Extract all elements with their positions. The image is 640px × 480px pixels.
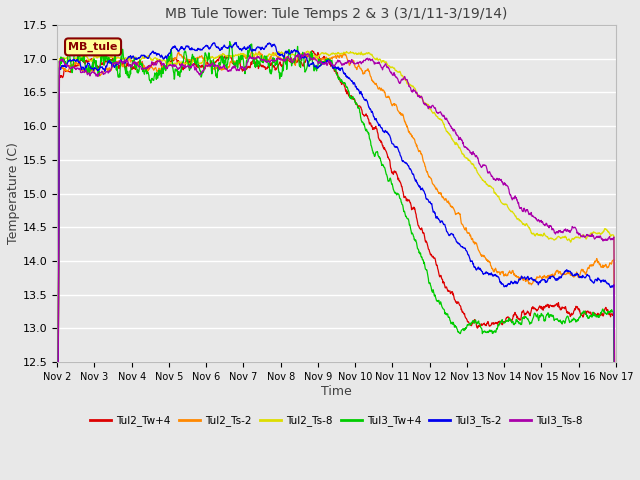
Tul2_Ts-8 [302,50,310,56]
Tul3_Ts-2 [97,64,104,70]
Text: MB_tule: MB_tule [68,42,118,52]
Tul2_Tw+4 [312,53,320,59]
Tul2_Ts-8 [291,52,298,58]
Tul2_Ts-2 [302,54,310,60]
Tul3_Ts-2 [232,39,240,45]
Tul2_Tw+4 [302,58,310,63]
Line: Tul3_Ts-8: Tul3_Ts-8 [57,53,616,480]
X-axis label: Time: Time [321,384,352,397]
Tul3_Tw+4 [302,67,310,73]
Tul2_Tw+4 [308,48,316,54]
Line: Tul2_Ts-8: Tul2_Ts-8 [57,51,616,480]
Tul3_Ts-8 [302,51,310,57]
Tul2_Ts-8 [312,54,320,60]
Tul3_Tw+4 [119,50,127,56]
Y-axis label: Temperature (C): Temperature (C) [7,143,20,244]
Tul2_Ts-2 [312,53,320,59]
Tul2_Tw+4 [372,124,380,130]
Tul2_Tw+4 [97,62,104,68]
Tul3_Ts-8 [119,59,127,64]
Tul3_Ts-2 [119,60,127,65]
Tul2_Ts-8 [119,56,127,61]
Tul3_Tw+4 [372,151,380,156]
Tul2_Ts-2 [255,48,263,54]
Tul2_Ts-2 [97,72,104,77]
Tul2_Ts-2 [291,61,298,67]
Title: MB Tule Tower: Tule Temps 2 & 3 (3/1/11-3/19/14): MB Tule Tower: Tule Temps 2 & 3 (3/1/11-… [165,7,508,21]
Line: Tul2_Ts-2: Tul2_Ts-2 [57,51,616,480]
Tul2_Ts-8 [372,57,380,62]
Tul3_Ts-2 [291,47,298,52]
Tul2_Ts-2 [372,82,380,87]
Tul3_Ts-8 [97,70,104,75]
Tul2_Ts-8 [97,54,104,60]
Tul2_Tw+4 [291,57,298,63]
Tul3_Ts-2 [372,116,380,122]
Tul3_Tw+4 [312,64,320,70]
Line: Tul2_Tw+4: Tul2_Tw+4 [57,51,616,480]
Tul3_Ts-2 [302,54,310,60]
Tul3_Ts-8 [300,50,308,56]
Tul3_Tw+4 [291,60,298,66]
Tul3_Tw+4 [97,60,104,66]
Tul3_Ts-8 [312,57,320,63]
Tul2_Ts-8 [304,48,312,54]
Tul3_Tw+4 [226,39,234,45]
Tul3_Ts-2 [312,62,320,68]
Tul3_Ts-8 [372,61,380,67]
Line: Tul3_Tw+4: Tul3_Tw+4 [57,42,616,480]
Line: Tul3_Ts-2: Tul3_Ts-2 [57,42,616,480]
Tul2_Ts-2 [119,64,127,70]
Legend: Tul2_Tw+4, Tul2_Ts-2, Tul2_Ts-8, Tul3_Tw+4, Tul3_Ts-2, Tul3_Ts-8: Tul2_Tw+4, Tul2_Ts-2, Tul2_Ts-8, Tul3_Tw… [86,411,587,431]
Tul3_Ts-8 [291,57,298,62]
Tul2_Tw+4 [119,62,127,68]
